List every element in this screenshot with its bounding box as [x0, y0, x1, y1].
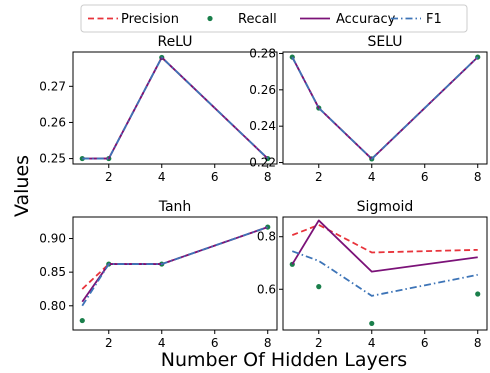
series-line-f1 [82, 56, 269, 160]
y-tick-label: 0.24 [249, 119, 276, 133]
y-tick-label: 0.26 [249, 83, 276, 97]
y-tick-label: 0.26 [39, 115, 66, 129]
axes-frame [282, 51, 488, 165]
y-tick-label: 0.85 [39, 265, 66, 279]
panel-sigmoid: Sigmoid 2 4 6 8 0.6 0.8 [257, 199, 488, 350]
axes-frame [72, 216, 278, 331]
x-tick-label: 8 [474, 170, 482, 184]
legend: Precision Recall Accuracy F1 [80, 4, 468, 33]
x-tick-label: 8 [474, 336, 482, 350]
series-line-accuracy [291, 219, 478, 273]
series-group [79, 224, 271, 324]
axes-frame [72, 51, 278, 165]
x-axis-title: Number Of Hidden Layers [161, 349, 407, 371]
x-tick-label: 4 [158, 336, 166, 350]
panel-title: Tanh [158, 199, 192, 215]
point-recall [316, 284, 322, 290]
point-recall [475, 291, 481, 297]
legend-label-accuracy: Accuracy [336, 12, 396, 27]
panel-title: ReLU [157, 34, 192, 50]
panel-relu: ReLU 2 4 6 8 0.25 0.26 0.27 [39, 34, 278, 184]
axes-frame [282, 216, 488, 331]
series-line-accuracy [82, 56, 269, 160]
y-tick-label: 0.90 [39, 232, 66, 246]
x-tick-label: 2 [105, 336, 113, 350]
legend-label-recall: Recall [238, 12, 277, 27]
series-group [79, 54, 271, 162]
panel-title: SELU [367, 34, 402, 50]
x-tick-label: 6 [421, 336, 429, 350]
y-tick-label: 0.27 [39, 79, 66, 93]
series-line-f1 [81, 226, 269, 307]
series-line-precision [291, 223, 478, 254]
legend-marker-recall [207, 15, 213, 22]
x-tick-label: 8 [264, 170, 272, 184]
y-tick-label: 0.28 [249, 46, 276, 60]
x-tick-label: 4 [158, 170, 166, 184]
x-tick-label: 8 [264, 336, 272, 350]
y-tick-label: 0.22 [249, 156, 276, 170]
legend-label-precision: Precision [121, 12, 179, 27]
x-tick-label: 6 [421, 170, 429, 184]
series-group [289, 54, 481, 162]
legend-frame [80, 4, 468, 33]
y-tick-label: 0.8 [257, 230, 276, 244]
y-tick-label: 0.80 [39, 299, 66, 313]
x-tick-label: 4 [368, 170, 376, 184]
x-tick-label: 2 [315, 170, 323, 184]
series-line-accuracy [81, 226, 269, 303]
x-tick-label: 6 [211, 170, 219, 184]
series-group [289, 219, 481, 327]
x-tick-label: 4 [368, 336, 376, 350]
x-tick-label: 2 [315, 336, 323, 350]
series-line-precision [82, 56, 269, 160]
y-tick-label: 0.6 [257, 282, 276, 296]
series-line-f1 [291, 250, 478, 297]
point-recall [369, 320, 375, 327]
panel-tanh: Tanh 2 4 6 8 0.80 0.85 0.90 [39, 199, 278, 350]
y-tick-label: 0.25 [39, 152, 66, 166]
x-tick-label: 6 [211, 336, 219, 350]
legend-label-f1: F1 [426, 12, 442, 27]
y-axis-title: Values [11, 155, 33, 217]
series-line-f1 [291, 56, 479, 160]
x-tick-label: 2 [105, 170, 113, 184]
point-recall [79, 317, 85, 324]
panel-title: Sigmoid [357, 199, 414, 215]
